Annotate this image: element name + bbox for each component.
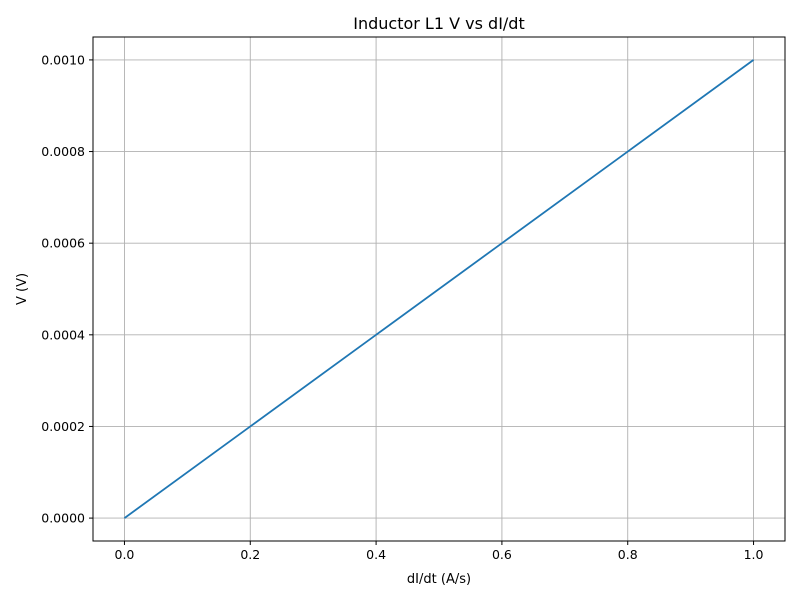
y-tick-label: 0.0008: [41, 144, 85, 159]
y-axis-label: V (V): [15, 273, 30, 305]
grid: [93, 37, 785, 541]
y-tick-label: 0.0010: [41, 52, 85, 67]
series-line-V: [123, 59, 755, 519]
x-tick-label: 0.6: [492, 547, 512, 562]
y-tick-label: 0.0000: [41, 511, 85, 526]
chart-title: Inductor L1 V vs dI/dt: [353, 14, 524, 33]
x-axis-label: dI/dt (A/s): [407, 572, 471, 587]
y-tick-label: 0.0006: [41, 236, 85, 251]
series-group: [123, 59, 755, 519]
x-tick-label: 0.4: [366, 547, 386, 562]
x-tick-label: 1.0: [744, 547, 764, 562]
x-tick-label: 0.2: [240, 547, 260, 562]
y-tick-label: 0.0002: [41, 419, 85, 434]
y-axis: 0.0000 0.0002 0.0004 0.0006 0.0008 0.0010: [41, 52, 93, 526]
plot-area-frame: [92, 36, 786, 542]
x-tick-label: 0.8: [618, 547, 638, 562]
x-tick-label: 0.0: [115, 547, 135, 562]
y-tick-label: 0.0004: [41, 327, 85, 342]
x-axis: 0.0 0.2 0.4 0.6 0.8 1.0: [115, 541, 764, 562]
